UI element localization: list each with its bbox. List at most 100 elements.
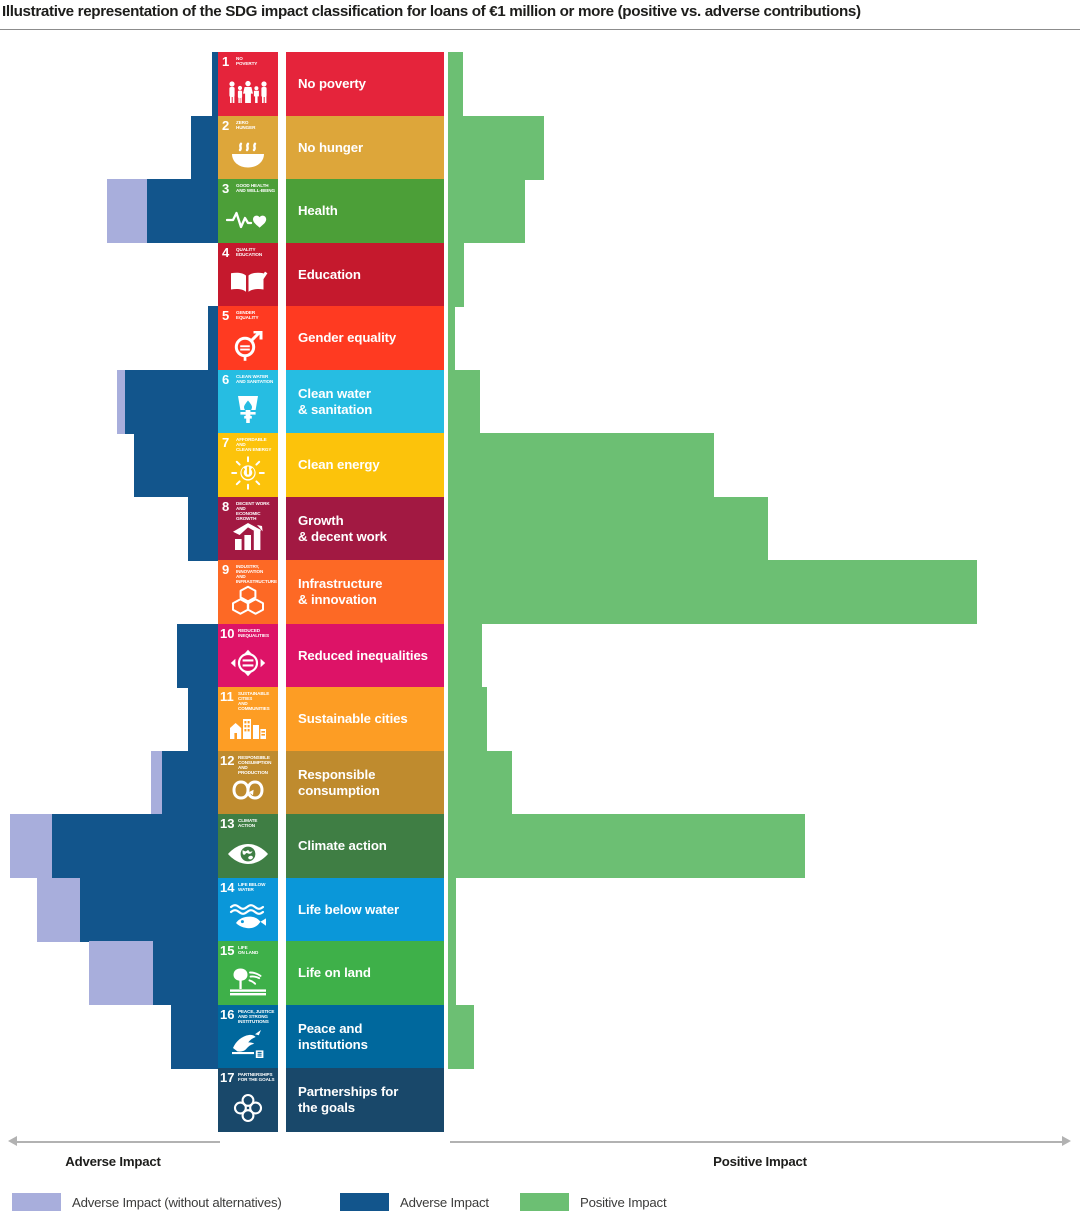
bar-positive [448,560,977,624]
chart-legend: Adverse Impact (without alternatives) Ad… [12,1192,1072,1214]
sdg-goal-block: Responsible consumption [286,750,444,815]
sdg-row: 12 RESPONSIBLE CONSUMPTION AND PRODUCTION… [0,750,1080,815]
bar-positive [448,179,525,243]
sdg-keyword: PEACE, JUSTICE AND STRONG INSTITUTIONS [238,1008,275,1024]
sdg-goal-label: Life below water [298,901,399,917]
bar-adverse [177,623,218,688]
bar-adverse [80,877,218,942]
sdg-row: 4 QUALITY EDUCATION Education [0,242,1080,307]
sdg-clean-water-icon-glyph [218,387,278,432]
sdg-keyword: REDUCED INEQUALITIES [238,627,269,638]
sdg-row: 17 PARTNERSHIPS FOR THE GOALS Partnerships… [0,1068,1080,1132]
sdg-number: 16 [220,1006,235,1022]
sdg-reduced-inequalities-icon-glyph [218,641,278,686]
sdg-keyword: RESPONSIBLE CONSUMPTION AND PRODUCTION [238,754,272,775]
legend-item-positive: Positive Impact [520,1192,667,1212]
bar-adverse [171,1004,218,1069]
sdg-no-poverty-icon: 1 NO POVERTY [218,52,278,116]
sdg-decent-work-icon-glyph [218,514,278,559]
sdg-zero-hunger-icon-glyph [218,133,278,178]
sdg-row: 3 GOOD HEALTH AND WELL-BEING Health [0,179,1080,243]
bar-adverse [188,496,218,561]
sdg-impact-chart: 1 NO POVERTY No poverty 2 ZERO HUNGER No hung… [0,52,1080,1132]
sdg-keyword: LIFE BELOW WATER [238,881,266,892]
sdg-goal-block: Clean energy [286,433,444,497]
sdg-row: 16 PEACE, JUSTICE AND STRONG INSTITUTIONS… [0,1004,1080,1069]
sdg-number: 2 [222,117,230,133]
sdg-climate-action-icon: 13 CLIMATE ACTION [218,814,278,878]
sdg-row: 7 AFFORDABLE AND CLEAN ENERGY Clean energy [0,433,1080,497]
bar-positive [448,877,456,942]
legend-item-adverse-without-alternatives: Adverse Impact (without alternatives) [12,1192,282,1212]
sdg-goal-label: Partnerships for the goals [298,1084,399,1115]
adverse-axis-label: Adverse Impact [65,1154,161,1169]
sdg-quality-education-icon: 4 QUALITY EDUCATION [218,242,278,307]
sdg-goal-block: Growth & decent work [286,496,444,561]
sdg-number: 5 [222,308,230,323]
sdg-number: 1 [222,54,230,69]
sdg-goal-label: Education [298,266,361,282]
sdg-gender-equality-icon-glyph [218,323,278,368]
bar-adverse [52,814,218,878]
bar-adverse [208,306,218,370]
positive-axis-line [450,1141,1062,1143]
sdg-keyword: AFFORDABLE AND CLEAN ENERGY [236,437,272,453]
sdg-keyword: GOOD HEALTH AND WELL-BEING [236,183,275,194]
bar-adverse-without-alternatives [10,814,52,878]
bar-positive [448,369,480,434]
sdg-goal-block: No hunger [286,115,444,180]
sdg-goal-label: Growth & decent work [298,512,387,544]
sdg-row: 6 CLEAN WATER AND SANITATION Clean water &… [0,369,1080,434]
sdg-number: 13 [220,816,235,831]
bar-adverse [147,179,218,243]
sdg-keyword: LIFE ON LAND [238,945,259,956]
sdg-number: 3 [222,181,230,196]
legend-label-adverse-without-alternatives: Adverse Impact (without alternatives) [72,1194,282,1210]
bar-adverse-without-alternatives [37,877,80,942]
sdg-keyword: NO POVERTY [236,56,258,67]
sdg-goal-block: Clean water & sanitation [286,369,444,434]
bar-adverse [125,369,218,434]
adverse-axis-line [16,1141,220,1143]
sdg-life-below-water-icon: 14 LIFE BELOW WATER [218,877,278,942]
sdg-keyword: PARTNERSHIPS FOR THE GOALS [238,1072,275,1083]
bar-adverse [191,115,218,180]
sdg-row: 1 NO POVERTY No poverty [0,52,1080,116]
sdg-number: 14 [220,879,235,895]
bar-positive [448,306,455,370]
bar-adverse [153,941,218,1005]
sdg-goal-label: Life on land [298,965,371,981]
bar-positive [448,433,714,497]
sdg-life-below-water-icon-glyph [218,895,278,940]
bar-positive [448,496,768,561]
positive-axis-label: Positive Impact [713,1154,807,1169]
bar-positive [448,52,463,116]
sdg-gender-equality-icon: 5 GENDER EQUALITY [218,306,278,370]
sdg-number: 15 [220,943,235,958]
sdg-number: 9 [222,562,230,577]
bar-adverse-without-alternatives [107,179,147,243]
legend-label-positive: Positive Impact [580,1194,667,1210]
bar-positive [448,941,456,1005]
sdg-goal-block: Life on land [286,941,444,1005]
sdg-partnerships-icon: 17 PARTNERSHIPS FOR THE GOALS [218,1068,278,1132]
sdg-goal-label: No hunger [298,139,364,155]
sdg-goal-label: Clean water & sanitation [298,385,373,417]
sdg-number: 10 [220,625,235,641]
sdg-goal-label: No poverty [298,76,366,92]
bar-adverse [162,750,218,815]
sdg-keyword: QUALITY EDUCATION [236,246,263,257]
sdg-sustainable-cities-icon: 11 SUSTAINABLE CITIES AND COMMUNITIES [218,687,278,751]
sdg-good-health-icon: 3 GOOD HEALTH AND WELL-BEING [218,179,278,243]
sdg-peace-justice-icon: 16 PEACE, JUSTICE AND STRONG INSTITUTIONS [218,1004,278,1069]
bar-positive [448,242,464,307]
sdg-goal-label: Peace and institutions [298,1020,368,1052]
sdg-number: 17 [220,1070,235,1085]
sdg-goal-label: Sustainable cities [298,711,408,727]
sdg-number: 6 [222,371,230,387]
sdg-row: 8 DECENT WORK AND ECONOMIC GROWTH Growth &… [0,496,1080,561]
bar-adverse [188,687,218,751]
sdg-row: 10 REDUCED INEQUALITIES Reduced inequaliti… [0,623,1080,688]
sdg-number: 4 [222,244,230,260]
sdg-goal-block: Reduced inequalities [286,623,444,688]
